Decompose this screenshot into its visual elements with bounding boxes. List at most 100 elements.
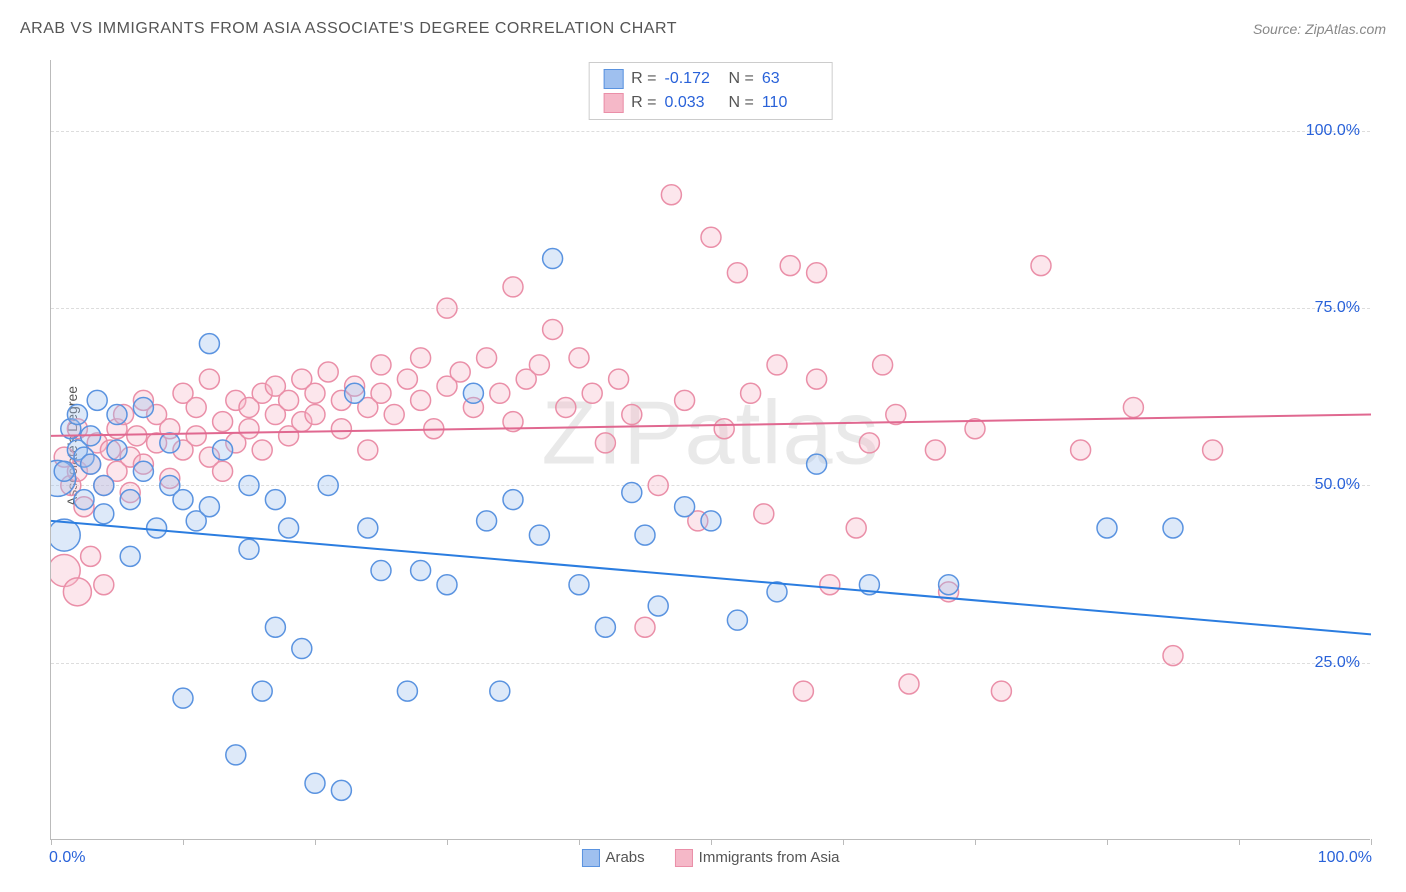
- legend-item-immigrants: Immigrants from Asia: [675, 849, 840, 867]
- scatter-point: [714, 419, 734, 439]
- scatter-point: [609, 369, 629, 389]
- source-attribution: Source: ZipAtlas.com: [1253, 21, 1386, 37]
- scatter-point: [74, 490, 94, 510]
- scatter-point: [675, 390, 695, 410]
- scatter-point: [741, 383, 761, 403]
- scatter-point: [318, 475, 338, 495]
- scatter-point: [305, 383, 325, 403]
- scatter-point: [411, 390, 431, 410]
- scatter-point: [648, 596, 668, 616]
- scatter-point: [94, 504, 114, 524]
- scatter-point: [345, 383, 365, 403]
- x-tick: [1371, 839, 1372, 845]
- scatter-point: [754, 504, 774, 524]
- scatter-point: [160, 433, 180, 453]
- scatter-point: [727, 263, 747, 283]
- scatter-point: [503, 490, 523, 510]
- scatter-point: [371, 561, 391, 581]
- scatter-point: [94, 475, 114, 495]
- scatter-point: [133, 397, 153, 417]
- scatter-point: [529, 525, 549, 545]
- scatter-point: [991, 681, 1011, 701]
- scatter-point: [107, 405, 127, 425]
- scatter-point: [173, 490, 193, 510]
- scatter-point: [1071, 440, 1091, 460]
- scatter-point: [279, 390, 299, 410]
- legend-swatch-arabs: [581, 849, 599, 867]
- scatter-point: [622, 405, 642, 425]
- scatter-point: [477, 511, 497, 531]
- scatter-point: [397, 681, 417, 701]
- scatter-point: [331, 780, 351, 800]
- scatter-point: [213, 412, 233, 432]
- scatter-point: [331, 419, 351, 439]
- scatter-point: [213, 461, 233, 481]
- scatter-point: [411, 348, 431, 368]
- scatter-point: [859, 433, 879, 453]
- scatter-point: [543, 249, 563, 269]
- scatter-point: [569, 348, 589, 368]
- scatter-point: [147, 518, 167, 538]
- scatter-point: [635, 525, 655, 545]
- scatter-point: [54, 461, 74, 481]
- scatter-point: [437, 298, 457, 318]
- scatter-point: [239, 475, 259, 495]
- scatter-point: [807, 369, 827, 389]
- scatter-point: [490, 383, 510, 403]
- scatter-point: [1123, 397, 1143, 417]
- scatter-point: [358, 518, 378, 538]
- scatter-point: [371, 383, 391, 403]
- scatter-point: [622, 483, 642, 503]
- scatter-point: [213, 440, 233, 460]
- scatter-point: [265, 617, 285, 637]
- scatter-point: [648, 475, 668, 495]
- scatter-point: [265, 490, 285, 510]
- chart-plot-area: ZIPatlas 25.0%50.0%75.0%100.0% 0.0% 100.…: [50, 60, 1370, 840]
- scatter-point: [94, 575, 114, 595]
- scatter-point: [807, 454, 827, 474]
- legend-swatch-immigrants: [675, 849, 693, 867]
- legend-item-arabs: Arabs: [581, 849, 644, 867]
- scatter-point: [305, 773, 325, 793]
- scatter-point: [199, 497, 219, 517]
- scatter-point: [127, 426, 147, 446]
- scatter-point: [252, 681, 272, 701]
- x-max-label: 100.0%: [1318, 849, 1372, 867]
- scatter-point: [239, 419, 259, 439]
- legend: Arabs Immigrants from Asia: [581, 849, 839, 867]
- scatter-point: [120, 546, 140, 566]
- scatter-point: [846, 518, 866, 538]
- scatter-point: [358, 440, 378, 460]
- scatter-point: [595, 433, 615, 453]
- scatter-point: [226, 745, 246, 765]
- scatter-point: [173, 688, 193, 708]
- scatter-point: [292, 639, 312, 659]
- scatter-point: [463, 383, 483, 403]
- scatter-point: [411, 561, 431, 581]
- scatter-point: [239, 539, 259, 559]
- scatter-point: [397, 369, 417, 389]
- scatter-point: [793, 681, 813, 701]
- scatter-point: [543, 319, 563, 339]
- scatter-point: [556, 397, 576, 417]
- scatter-point: [199, 334, 219, 354]
- scatter-point: [318, 362, 338, 382]
- scatter-point: [503, 277, 523, 297]
- scatter-point: [675, 497, 695, 517]
- scatter-point: [767, 355, 787, 375]
- scatter-point: [437, 575, 457, 595]
- scatter-point: [820, 575, 840, 595]
- scatter-point: [107, 440, 127, 460]
- scatter-point: [490, 681, 510, 701]
- scatter-point: [1163, 518, 1183, 538]
- scatter-point: [1097, 518, 1117, 538]
- scatter-svg: [51, 60, 1371, 840]
- scatter-point: [939, 575, 959, 595]
- scatter-point: [477, 348, 497, 368]
- scatter-point: [1203, 440, 1223, 460]
- scatter-point: [807, 263, 827, 283]
- scatter-point: [582, 383, 602, 403]
- scatter-point: [661, 185, 681, 205]
- scatter-point: [186, 426, 206, 446]
- scatter-point: [529, 355, 549, 375]
